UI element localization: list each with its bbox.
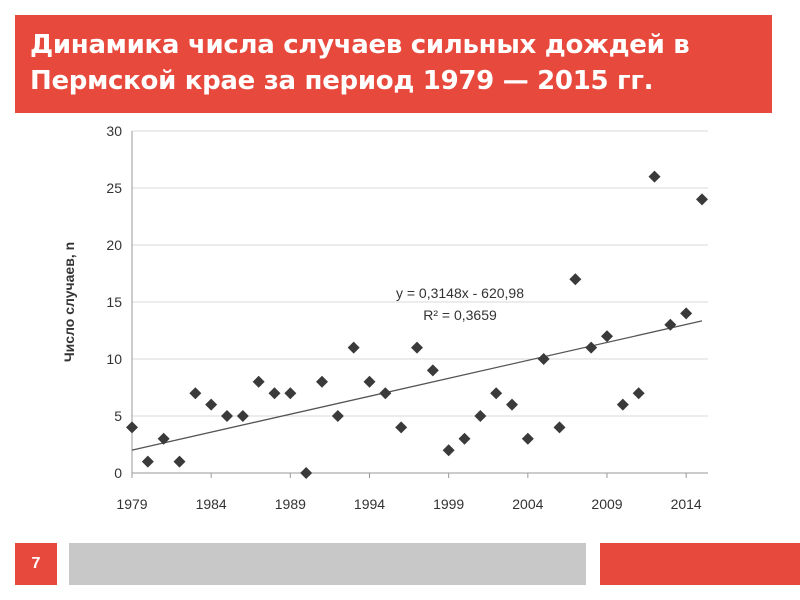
y-tick-label: 20: [106, 237, 122, 253]
data-point: [331, 410, 344, 422]
data-point: [411, 341, 423, 354]
data-point: [490, 387, 503, 400]
data-point: [616, 398, 629, 411]
x-tick-label: 1984: [196, 496, 227, 512]
data-point: [442, 444, 455, 457]
trendline: [131, 320, 703, 451]
data-point: [221, 410, 233, 422]
page-number-box: 7: [15, 543, 57, 585]
data-point: [379, 387, 392, 400]
y-tick-label: 30: [106, 123, 122, 139]
data-point: [173, 455, 186, 468]
x-tick-label: 2009: [591, 496, 622, 512]
grid-lines: [132, 130, 708, 474]
data-point: [474, 410, 487, 422]
x-tick-label: 1994: [354, 496, 385, 512]
axis-labels: 0 5 10 15 20 25 30 1979 1984 1989 1994 1999 2004 2009…: [61, 123, 702, 512]
data-point: [157, 432, 170, 445]
data-point: [395, 421, 408, 434]
data-point: [205, 398, 218, 411]
y-tick-label: 5: [114, 408, 122, 424]
data-point: [458, 432, 471, 445]
y-axis-title: Число случаев, n: [61, 242, 77, 362]
footer-bar-gray: [69, 543, 586, 585]
data-point: [632, 387, 645, 400]
data-point: [300, 467, 313, 479]
x-tick-label: 1999: [433, 496, 464, 512]
data-point: [252, 375, 265, 388]
data-point: [553, 421, 566, 434]
y-tick-label: 10: [106, 351, 122, 367]
axes: [131, 131, 708, 478]
y-tick-label: 15: [106, 294, 122, 310]
data-point: [141, 455, 154, 468]
scatter-chart: y = 0,3148x - 620,98 R² = 0,3659 0 5 10 15 20…: [61, 123, 708, 512]
data-point: [126, 421, 138, 434]
y-tick-label: 0: [114, 465, 122, 481]
x-tick-label: 2014: [671, 496, 702, 512]
data-point: [316, 375, 328, 388]
x-tick-label: 2004: [512, 496, 543, 512]
data-points: [126, 170, 708, 479]
data-point: [680, 307, 693, 320]
page-number: 7: [31, 555, 41, 572]
x-tick-label: 1989: [275, 496, 306, 512]
y-tick-label: 25: [106, 180, 122, 196]
footer-bar-red: [600, 543, 800, 585]
trend-equation: y = 0,3148x - 620,98: [396, 285, 524, 301]
data-point: [236, 410, 249, 422]
data-point: [189, 387, 202, 400]
title-bar: Динамика числа случаев сильных дождей в …: [15, 15, 772, 113]
data-point: [585, 341, 598, 354]
x-tick-label: 1979: [116, 496, 147, 512]
data-point: [268, 387, 281, 400]
data-point: [648, 170, 661, 183]
data-point: [284, 387, 297, 400]
data-point: [569, 273, 582, 286]
data-point: [601, 330, 613, 343]
data-point: [537, 353, 550, 365]
data-point: [664, 318, 677, 331]
data-point: [506, 398, 518, 411]
trend-r-squared: R² = 0,3659: [423, 307, 497, 323]
data-point: [426, 364, 439, 377]
data-point: [696, 193, 708, 206]
data-point: [363, 375, 376, 388]
page-title: Динамика числа случаев сильных дождей в …: [30, 30, 690, 96]
data-point: [347, 341, 360, 354]
trendline-group: y = 0,3148x - 620,98 R² = 0,3659: [131, 285, 703, 451]
data-point: [521, 432, 534, 445]
